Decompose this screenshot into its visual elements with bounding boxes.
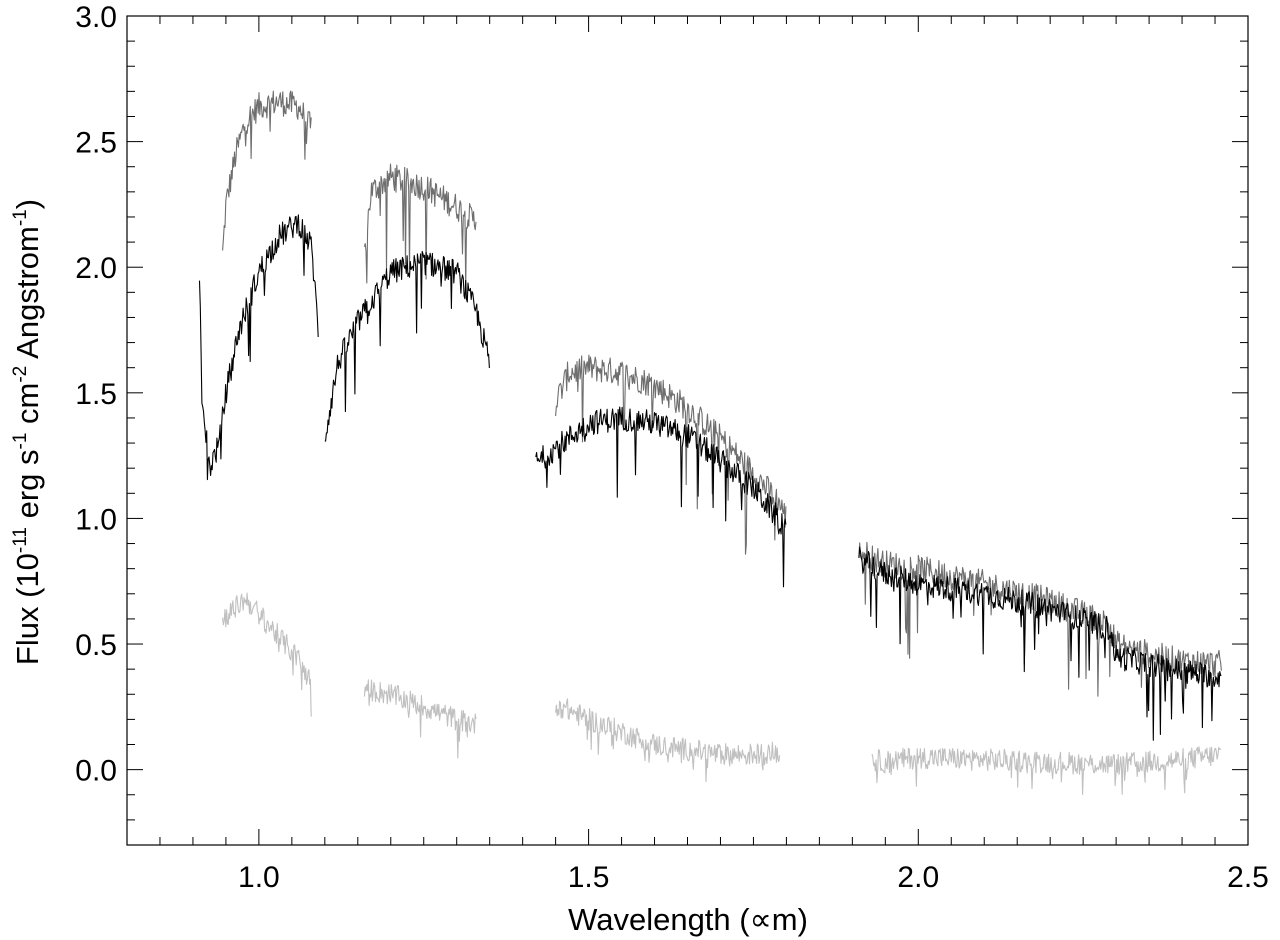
x-tick-label: 2.0 bbox=[897, 861, 939, 894]
spectrum-segment bbox=[198, 214, 319, 481]
y-tick-label: 3.0 bbox=[75, 1, 117, 34]
x-tick-label: 2.5 bbox=[1227, 861, 1269, 894]
spectrum-segment bbox=[363, 163, 477, 288]
spectrum-segment bbox=[222, 90, 312, 251]
y-axis-title: Flux (10-11 erg s-1 cm-2 Angstrom-1) bbox=[10, 199, 45, 665]
spectrum-segment bbox=[535, 406, 787, 588]
spectrum-series bbox=[222, 592, 1222, 796]
y-tick-label: 0.5 bbox=[75, 629, 117, 662]
spectrum-segment bbox=[363, 679, 477, 759]
y-tick-label: 0.0 bbox=[75, 755, 117, 788]
y-tick-label: 2.5 bbox=[75, 127, 117, 160]
y-tick-label: 1.5 bbox=[75, 378, 117, 411]
spectrum-segment bbox=[555, 354, 787, 555]
x-tick-label: 1.5 bbox=[568, 861, 610, 894]
plot-frame bbox=[126, 15, 1249, 846]
y-tick-label: 1.0 bbox=[75, 503, 117, 536]
y-tick-labels: 0.0 0.5 1.0 1.5 2.0 2.5 3.0 bbox=[75, 1, 117, 788]
x-axis-title: Wavelength (∝m) bbox=[568, 902, 808, 937]
x-tick-label: 1.0 bbox=[238, 861, 280, 894]
spectrum-segment bbox=[871, 746, 1222, 796]
spectrum-segment bbox=[555, 698, 781, 783]
spectrum-segment bbox=[324, 250, 490, 442]
spectrum-series bbox=[222, 90, 1222, 702]
x-tick-labels: 1.0 1.5 2.0 2.5 bbox=[238, 861, 1269, 894]
y-tick-label: 2.0 bbox=[75, 252, 117, 285]
spectrum-series bbox=[198, 214, 1222, 741]
spectrum-segment bbox=[222, 592, 312, 717]
series-layer bbox=[198, 90, 1222, 796]
spectrum-segment bbox=[858, 546, 1222, 741]
